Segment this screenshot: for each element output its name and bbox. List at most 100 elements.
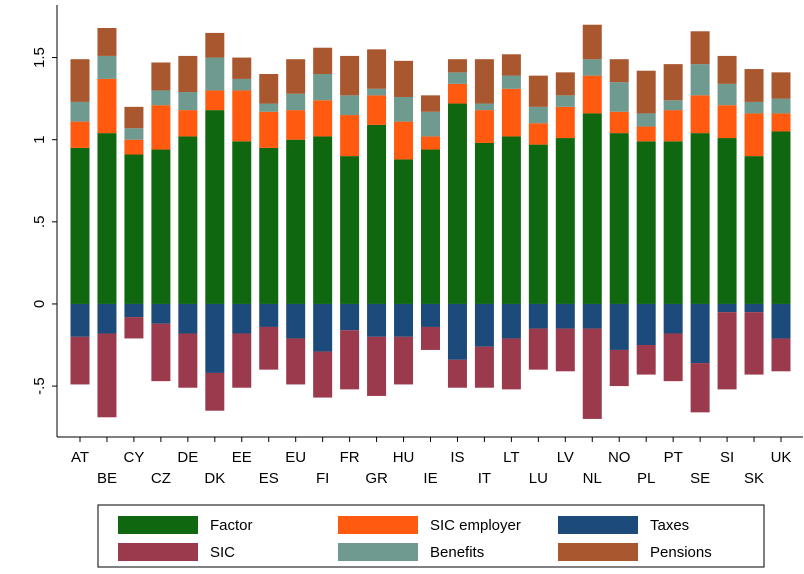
bar-segment (232, 333, 252, 388)
bar-segment (771, 98, 791, 114)
bar-segment (367, 336, 387, 396)
legend-swatch (558, 543, 638, 561)
bar-segment (636, 345, 656, 375)
bar-segment (394, 60, 414, 97)
bar-segment (690, 31, 710, 65)
bar-segment (421, 95, 440, 112)
bar-segment (178, 303, 198, 334)
bar-segment (609, 349, 629, 387)
bar-segment (97, 303, 117, 334)
bar-segment (178, 136, 198, 304)
bar-segment (232, 90, 252, 142)
bar-segment (394, 159, 414, 304)
bar-segment (663, 110, 683, 142)
bar-segment (447, 72, 467, 84)
bar-segment (70, 303, 90, 337)
bar-segment (124, 154, 144, 304)
bar-segment (609, 111, 629, 134)
bar-segment (313, 303, 333, 352)
legend-swatch (118, 543, 198, 561)
bar-segment (313, 73, 333, 101)
bar-segment (340, 330, 360, 390)
bar-segment (394, 96, 414, 122)
bar-segment (205, 303, 225, 373)
bar-segment (582, 328, 602, 419)
bar-segment (663, 333, 683, 382)
bar-segment (97, 78, 117, 134)
bar-segment (447, 359, 467, 388)
legend-swatch (118, 516, 198, 534)
bar-segment (286, 338, 306, 385)
legend-label: Benefits (430, 544, 484, 561)
bar-segment (717, 138, 737, 304)
bar-segment (394, 121, 414, 160)
bar-segment (582, 75, 602, 114)
bar-segment (367, 124, 387, 304)
x-tick-label: EE (232, 449, 252, 466)
bar-segment (744, 312, 764, 375)
x-tick-label: LU (529, 470, 548, 487)
bar-segment (690, 363, 710, 413)
bar-segment (313, 100, 333, 137)
bar-segment (124, 106, 144, 129)
bar-segment (205, 57, 225, 91)
x-tick-label: UK (771, 449, 792, 466)
bar-segment (286, 93, 306, 111)
x-tick-label: FI (316, 470, 329, 487)
x-tick-label: HU (393, 449, 415, 466)
bar-segment (663, 100, 683, 111)
y-tick-label: 1.5 (31, 47, 48, 68)
bar-segment (286, 303, 306, 339)
bar-segment (717, 105, 737, 139)
bar-segment (286, 110, 306, 140)
bar-segment (151, 90, 171, 106)
x-tick-label: CZ (151, 470, 171, 487)
bar-segment (474, 103, 494, 111)
bar-segment (609, 59, 629, 83)
bar-segment (340, 156, 360, 304)
bar-segment (205, 90, 225, 111)
bar-segment (259, 326, 279, 370)
bar-segment (690, 303, 710, 364)
bar-segment (447, 103, 467, 304)
bar-segment (744, 113, 764, 157)
legend-label: SIC (210, 544, 235, 561)
bar-segment (205, 372, 225, 411)
bar-segment (582, 303, 602, 329)
x-tick-label: DK (204, 470, 225, 487)
bar-segment (178, 333, 198, 388)
bar-segment (421, 136, 440, 150)
bar-segment (501, 75, 521, 89)
bar-segment (70, 147, 90, 304)
x-tick-label: SI (720, 449, 734, 466)
bar-segment (744, 156, 764, 304)
x-tick-label: DE (177, 449, 198, 466)
bar-segment (447, 303, 467, 360)
bar-segment (97, 133, 117, 304)
bar-segment (232, 78, 252, 91)
bar-segment (717, 303, 737, 313)
bar-segment (205, 32, 225, 58)
bar-segment (340, 55, 360, 96)
bar-segment (474, 346, 494, 388)
bar-segment (70, 336, 90, 385)
bar-segment (232, 141, 252, 304)
bar-segment (151, 323, 171, 382)
bar-segment (259, 103, 279, 112)
legend-swatch (338, 543, 418, 561)
bar-segment (528, 75, 548, 107)
bar-segment (582, 59, 602, 76)
bar-segment (771, 303, 791, 339)
bar-segment (663, 303, 683, 334)
bar-segment (771, 113, 791, 132)
bar-segment (340, 303, 360, 331)
x-tick-label: FR (340, 449, 360, 466)
bar-segment (70, 59, 90, 102)
x-tick-label: IE (423, 470, 437, 487)
bar-segment (501, 338, 521, 390)
x-tick-label: NO (608, 449, 631, 466)
x-tick-label: LV (557, 449, 574, 466)
x-tick-label: SE (690, 470, 710, 487)
bar-segment (690, 133, 710, 304)
